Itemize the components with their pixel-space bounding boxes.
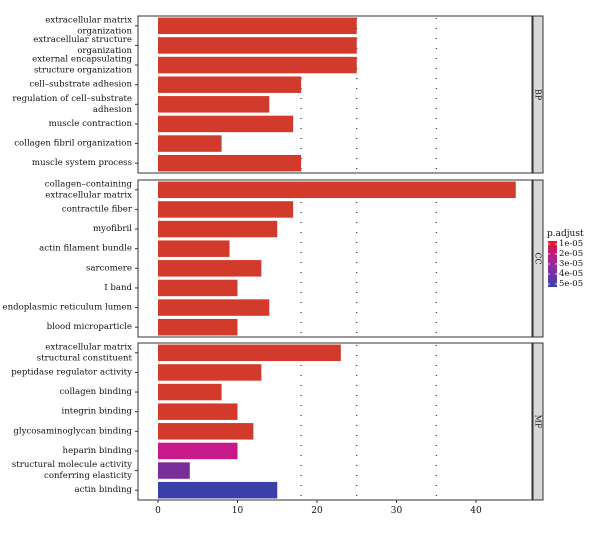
category-label: heparin binding <box>63 446 133 456</box>
category-label: muscle system process <box>32 158 132 168</box>
category-label: endoplasmic reticulum lumen <box>3 303 133 313</box>
category-label: blood microparticle <box>47 322 132 332</box>
category-label: external encapsulating structure organiza… <box>32 55 132 76</box>
bar <box>158 115 294 133</box>
category-label: collagen–containing extracellular matrix <box>45 179 133 200</box>
category-label: collagen binding <box>59 387 132 397</box>
facet-strip-label: CC <box>534 252 543 264</box>
facet-strip <box>532 179 544 338</box>
category-label: glycosaminoglycan binding <box>13 426 132 436</box>
facet-strip-label: MF <box>534 415 543 429</box>
x-tick-label: 10 <box>232 506 244 516</box>
legend-tick-label: 3e-05 <box>559 259 583 269</box>
legend-title: p.adjust <box>547 229 584 239</box>
legend-tick-label: 2e-05 <box>559 249 583 259</box>
category-label: sarcomere <box>86 263 132 273</box>
category-label: extracellular matrix organization <box>45 15 132 36</box>
category-label: extracellular matrix structural constitue… <box>37 342 133 363</box>
bar <box>158 240 230 257</box>
bar <box>158 260 262 277</box>
category-label: myofibril <box>93 224 132 234</box>
bar <box>158 17 357 35</box>
bar <box>158 279 238 297</box>
legend-tick-label: 4e-05 <box>559 269 583 279</box>
bar <box>158 481 278 499</box>
x-axis: 0 10 20 30 40 <box>155 500 482 516</box>
panel-cc: CC collagen–containing extracellular matri… <box>3 179 544 338</box>
bar <box>158 383 222 401</box>
category-label: collagen fibril organization <box>14 139 132 149</box>
legend-tick-label: 1e-05 <box>559 239 583 249</box>
bar <box>158 442 238 460</box>
bar <box>158 135 222 152</box>
facet-strip-label: BP <box>534 89 543 101</box>
bar <box>158 154 302 172</box>
panel-bp: BP extracellular matrix organizationextrac… <box>12 15 544 174</box>
bar <box>158 403 238 420</box>
facet-strip <box>532 342 544 501</box>
bar <box>158 56 357 74</box>
legend-colorbar <box>548 241 557 287</box>
category-label: actin filament bundle <box>39 244 132 254</box>
bar <box>158 318 238 336</box>
bar <box>158 181 516 199</box>
x-tick-label: 0 <box>155 506 161 516</box>
category-label: extracellular structure organization <box>33 35 132 56</box>
facet-strip <box>532 15 544 174</box>
category-label: peptidase regulator activity <box>11 367 132 377</box>
bar <box>158 96 270 113</box>
x-tick-label: 20 <box>311 506 323 516</box>
panel-mf: MF extracellular matrix structural constit… <box>11 342 544 501</box>
category-label: structural molecule activity conferring e… <box>12 460 132 481</box>
category-label: muscle contraction <box>49 119 133 129</box>
bar <box>158 201 294 218</box>
category-label: cell–substrate adhesion <box>29 80 132 90</box>
bar <box>158 462 190 479</box>
x-tick-label: 30 <box>391 506 403 516</box>
bar <box>158 364 262 381</box>
bar <box>158 37 357 54</box>
category-label: regulation of cell–substrate adhesion <box>12 94 132 115</box>
category-label: contractile fiber <box>62 204 133 214</box>
bar <box>158 344 341 362</box>
legend-tick-label: 5e-05 <box>559 279 583 289</box>
category-label: actin binding <box>75 485 133 495</box>
bar <box>158 220 278 238</box>
bar <box>158 423 254 440</box>
category-label: integrin binding <box>61 407 132 417</box>
category-label: I band <box>104 283 132 293</box>
x-tick-label: 40 <box>470 506 482 516</box>
bar <box>158 76 302 93</box>
bar <box>158 299 270 316</box>
